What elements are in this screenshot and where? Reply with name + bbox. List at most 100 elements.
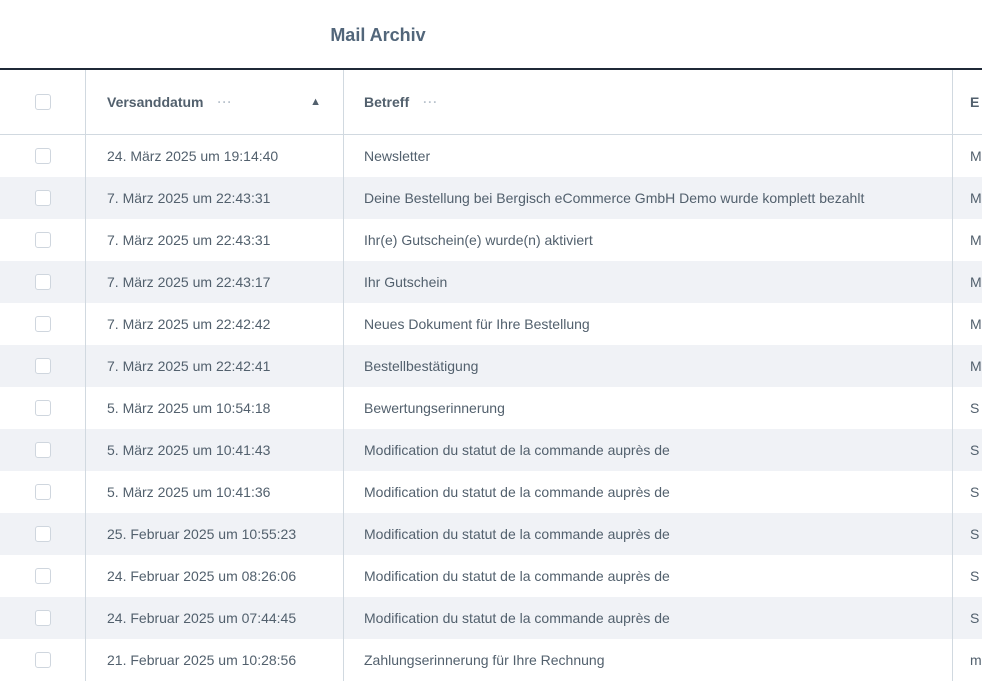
column-label: Versanddatum [107,94,204,110]
subject-text: Modification du statut de la commande au… [364,568,670,584]
header-divider [0,68,982,70]
row-checkbox[interactable] [34,442,51,458]
fourth-text: m [970,652,982,668]
fourth-cell: S [953,387,982,429]
fourth-cell: S [953,429,982,471]
fourth-text: M [970,358,982,374]
subject-text: Zahlungserinnerung für Ihre Rechnung [364,652,605,668]
fourth-cell: m [953,639,982,681]
column-header-fourth[interactable]: E [953,70,982,134]
select-cell [0,177,86,219]
fourth-text: M [970,232,982,248]
fourth-text: M [970,316,982,332]
select-cell [0,597,86,639]
table-header: Versanddatum ··· ▲ Betreff ··· E [0,70,982,135]
subject-cell: Deine Bestellung bei Bergisch eCommerce … [344,177,953,219]
date-text: 21. Februar 2025 um 10:28:56 [107,652,297,668]
row-checkbox[interactable] [34,232,51,248]
select-cell [0,303,86,345]
row-checkbox[interactable] [34,358,51,374]
row-checkbox[interactable] [34,274,51,290]
fourth-cell: M [953,303,982,345]
date-text: 7. März 2025 um 22:42:41 [107,358,271,374]
date-cell: 25. Februar 2025 um 10:55:23 [86,513,344,555]
date-text: 5. März 2025 um 10:41:43 [107,442,271,458]
chevron-up-icon[interactable]: ▲ [310,96,321,108]
select-cell [0,261,86,303]
fourth-text: S [970,442,980,458]
subject-cell: Ihr Gutschein [344,261,953,303]
row-checkbox[interactable] [34,190,51,206]
table-row[interactable]: 24. Februar 2025 um 07:44:45 Modificatio… [0,597,982,639]
select-cell [0,387,86,429]
date-cell: 7. März 2025 um 22:43:31 [86,219,344,261]
column-header-date[interactable]: Versanddatum ··· ▲ [86,70,344,134]
row-checkbox[interactable] [34,484,51,500]
date-cell: 24. Februar 2025 um 07:44:45 [86,597,344,639]
fourth-cell: M [953,219,982,261]
table-row[interactable]: 24. März 2025 um 19:14:40 Newsletter M [0,135,982,177]
subject-cell: Bestellbestätigung [344,345,953,387]
subject-text: Ihr(e) Gutschein(e) wurde(n) aktiviert [364,232,593,248]
subject-text: Modification du statut de la commande au… [364,526,670,542]
subject-text: Modification du statut de la commande au… [364,442,670,458]
subject-cell: Ihr(e) Gutschein(e) wurde(n) aktiviert [344,219,953,261]
column-label: E [970,94,980,110]
table-row[interactable]: 7. März 2025 um 22:43:17 Ihr Gutschein M [0,261,982,303]
table-row[interactable]: 7. März 2025 um 22:43:31 Deine Bestellun… [0,177,982,219]
table-row[interactable]: 7. März 2025 um 22:43:31 Ihr(e) Gutschei… [0,219,982,261]
row-checkbox[interactable] [34,526,51,542]
column-header-subject[interactable]: Betreff ··· [344,70,953,134]
subject-text: Modification du statut de la commande au… [364,484,670,500]
date-cell: 21. Februar 2025 um 10:28:56 [86,639,344,681]
select-all-checkbox[interactable] [34,94,51,110]
fourth-cell: M [953,135,982,177]
date-cell: 24. März 2025 um 19:14:40 [86,135,344,177]
date-cell: 7. März 2025 um 22:42:42 [86,303,344,345]
row-checkbox[interactable] [34,652,51,668]
row-checkbox[interactable] [34,568,51,584]
ellipsis-icon[interactable]: ··· [217,95,233,109]
table-row[interactable]: 5. März 2025 um 10:41:36 Modification du… [0,471,982,513]
mail-table: Versanddatum ··· ▲ Betreff ··· E 24. Mär… [0,70,982,681]
select-all-cell [0,70,86,134]
subject-text: Bewertungserinnerung [364,400,505,416]
fourth-text: S [970,568,980,584]
subject-cell: Modification du statut de la commande au… [344,513,953,555]
subject-text: Modification du statut de la commande au… [364,610,670,626]
date-cell: 7. März 2025 um 22:42:41 [86,345,344,387]
table-row[interactable]: 21. Februar 2025 um 10:28:56 Zahlungseri… [0,639,982,681]
row-checkbox[interactable] [34,400,51,416]
table-row[interactable]: 24. Februar 2025 um 08:26:06 Modificatio… [0,555,982,597]
date-text: 25. Februar 2025 um 10:55:23 [107,526,297,542]
subject-text: Ihr Gutschein [364,274,448,290]
date-cell: 5. März 2025 um 10:54:18 [86,387,344,429]
ellipsis-icon[interactable]: ··· [423,95,439,109]
select-cell [0,429,86,471]
column-label: Betreff [364,94,410,110]
fourth-text: S [970,610,980,626]
subject-cell: Zahlungserinnerung für Ihre Rechnung [344,639,953,681]
table-row[interactable]: 5. März 2025 um 10:54:18 Bewertungserinn… [0,387,982,429]
select-cell [0,471,86,513]
subject-text: Deine Bestellung bei Bergisch eCommerce … [364,190,865,206]
table-row[interactable]: 25. Februar 2025 um 10:55:23 Modificatio… [0,513,982,555]
fourth-cell: M [953,345,982,387]
row-checkbox[interactable] [34,316,51,332]
row-checkbox[interactable] [34,148,51,164]
fourth-text: M [970,190,982,206]
fourth-cell: M [953,261,982,303]
row-checkbox[interactable] [34,610,51,626]
table-row[interactable]: 7. März 2025 um 22:42:41 Bestellbestätig… [0,345,982,387]
table-row[interactable]: 5. März 2025 um 10:41:43 Modification du… [0,429,982,471]
page-title: Mail Archiv [330,25,426,45]
subject-cell: Modification du statut de la commande au… [344,555,953,597]
date-text: 7. März 2025 um 22:43:31 [107,190,271,206]
select-cell [0,555,86,597]
fourth-cell: S [953,555,982,597]
select-cell [0,219,86,261]
date-text: 24. Februar 2025 um 08:26:06 [107,568,297,584]
table-row[interactable]: 7. März 2025 um 22:42:42 Neues Dokument … [0,303,982,345]
select-cell [0,135,86,177]
date-text: 5. März 2025 um 10:41:36 [107,484,271,500]
